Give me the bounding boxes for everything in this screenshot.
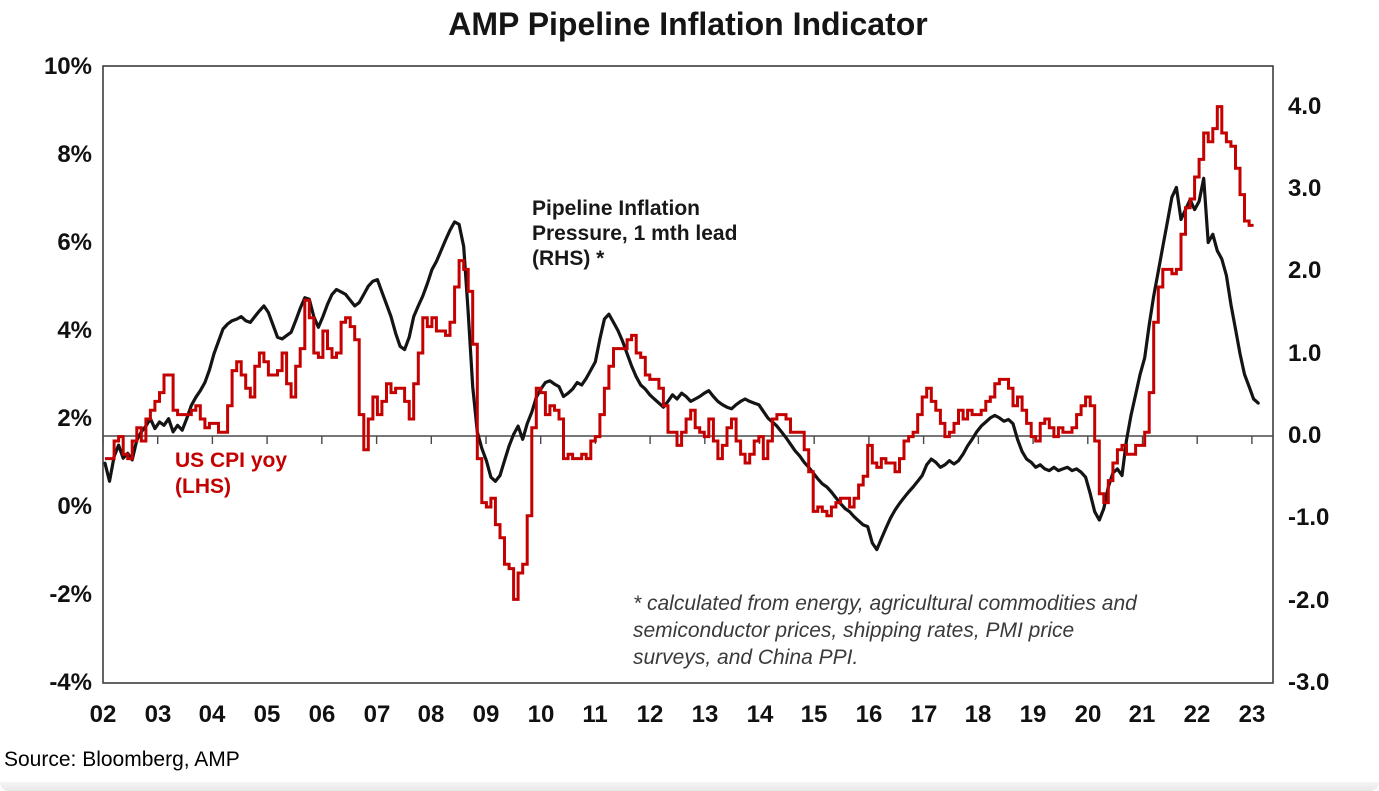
us-cpi-line <box>105 105 1254 601</box>
right-axis-tick-label: 2.0 <box>1288 257 1322 284</box>
x-axis-year-label: 22 <box>1183 701 1211 728</box>
x-axis-year-label: 03 <box>144 701 172 728</box>
x-axis-year-label: 20 <box>1074 701 1102 728</box>
x-axis-year-label: 16 <box>855 701 883 728</box>
left-axis-tick-label: 4% <box>57 317 92 344</box>
pipeline-series-label: Pipeline Inflation Pressure, 1 mth lead … <box>532 197 738 270</box>
left-axis-tick-label: -2% <box>49 581 92 608</box>
cpi-series-label: US CPI yoy (LHS) <box>175 449 288 498</box>
right-axis-tick-label: -2.0 <box>1288 587 1330 614</box>
x-axis-year-label: 21 <box>1128 701 1156 728</box>
x-axis-year-label: 17 <box>910 701 938 728</box>
footnote-text: * calculated from energy, agricultural c… <box>633 592 1137 669</box>
pipeline-pressure-line <box>103 176 1260 552</box>
x-axis-year-label: 13 <box>691 701 719 728</box>
left-axis-tick-label: 2% <box>57 405 92 432</box>
source-attribution: Source: Bloomberg, AMP <box>4 748 240 771</box>
right-axis-tick-label: 1.0 <box>1288 340 1322 367</box>
right-axis-tick-label: 0.0 <box>1288 422 1322 449</box>
x-axis-year-label: 23 <box>1238 701 1266 728</box>
x-axis-year-label: 18 <box>964 701 992 728</box>
x-axis-year-label: 04 <box>198 701 226 728</box>
x-axis-year-label: 11 <box>582 701 608 728</box>
left-axis-tick-label: 10% <box>43 53 92 80</box>
left-axis-tick-label: 8% <box>57 141 92 168</box>
x-axis-year-label: 06 <box>308 701 336 728</box>
zero-axis-line <box>102 435 1273 444</box>
right-axis-tick-label: -1.0 <box>1288 504 1330 531</box>
chart-title: AMP Pipeline Inflation Indicator <box>448 6 928 42</box>
plot-border <box>102 65 1274 684</box>
x-axis-year-label: 14 <box>746 701 774 728</box>
right-axis-tick-label: -3.0 <box>1288 669 1330 696</box>
left-axis-tick-label: 6% <box>57 229 92 256</box>
card-bottom-edge <box>0 782 1379 791</box>
x-axis-year-label: 19 <box>1019 701 1047 728</box>
x-axis-year-label: 12 <box>636 701 664 728</box>
x-axis-year-label: 10 <box>527 701 555 728</box>
x-axis-year-label: 15 <box>800 701 828 728</box>
x-axis-year-label: 07 <box>363 701 391 728</box>
right-axis-tick-label: 3.0 <box>1288 175 1322 202</box>
x-axis-year-label: 08 <box>417 701 445 728</box>
right-axis-tick-label: 4.0 <box>1288 93 1322 120</box>
x-axis-year-label: 02 <box>89 701 117 728</box>
left-axis-tick-label: 0% <box>57 493 92 520</box>
x-axis-year-label: 09 <box>472 701 500 728</box>
left-axis-tick-label: -4% <box>49 669 92 696</box>
x-axis-year-label: 05 <box>253 701 281 728</box>
